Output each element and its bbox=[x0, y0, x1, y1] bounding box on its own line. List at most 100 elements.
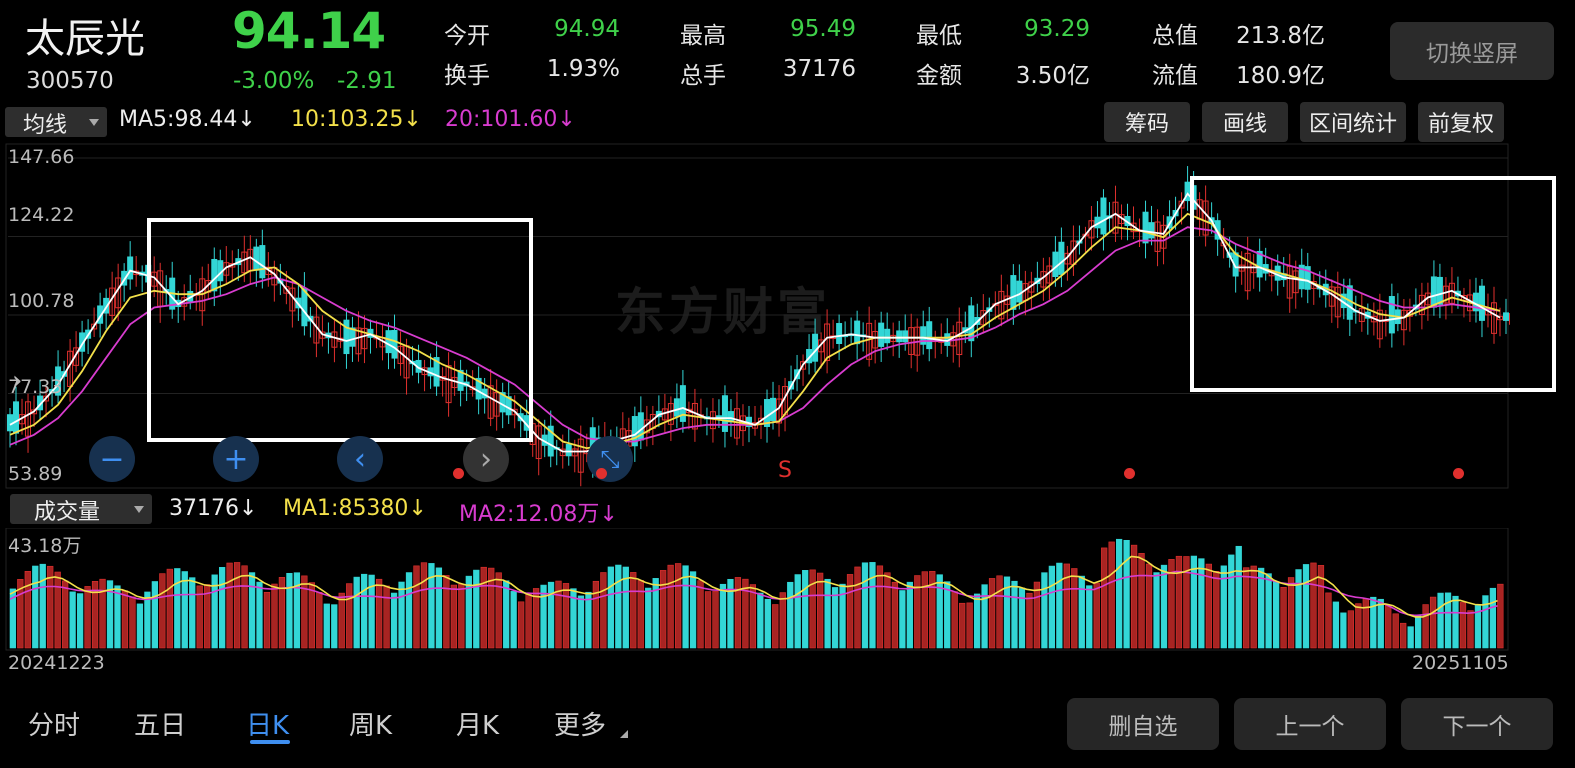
volume-bar bbox=[174, 568, 181, 649]
volume-bar bbox=[91, 580, 99, 649]
candle-body bbox=[361, 327, 368, 350]
tab-more[interactable]: 更多 bbox=[554, 711, 607, 741]
candle-body bbox=[1376, 309, 1383, 340]
candle-body bbox=[1400, 309, 1407, 331]
volume-bar bbox=[951, 591, 958, 649]
volume-bar bbox=[458, 584, 465, 649]
volume-bar bbox=[630, 572, 637, 649]
volume-bar bbox=[9, 588, 16, 649]
volume-bar bbox=[226, 562, 233, 649]
range-stats-button[interactable]: 区间统计 bbox=[1300, 102, 1406, 142]
volume-bar bbox=[809, 569, 816, 649]
volume-bar bbox=[1093, 582, 1100, 649]
zoom-out-button[interactable]: − bbox=[89, 436, 135, 482]
chips-button[interactable]: 筹码 bbox=[1104, 102, 1190, 142]
volume-bar bbox=[936, 574, 943, 649]
volume-bar bbox=[697, 580, 704, 649]
volume-bar bbox=[794, 574, 801, 649]
volume-indicator-select[interactable]: 成交量 bbox=[10, 494, 152, 525]
kline-svg[interactable] bbox=[0, 142, 1522, 492]
volume-bar bbox=[1220, 565, 1227, 649]
y-label-2: 124.22 bbox=[8, 204, 75, 226]
move-right-button[interactable]: › bbox=[463, 436, 509, 482]
volume-bar bbox=[106, 580, 114, 649]
candle-body bbox=[908, 327, 915, 355]
volume-bar bbox=[1071, 568, 1078, 649]
candle-body bbox=[355, 327, 362, 355]
volume-bar bbox=[1452, 595, 1459, 649]
expand-left-icon[interactable]: › bbox=[12, 366, 23, 396]
volume-bar bbox=[338, 592, 345, 649]
volume-bar bbox=[607, 566, 614, 649]
candle-body bbox=[836, 323, 843, 345]
volume-bar bbox=[301, 575, 308, 649]
volume-bar bbox=[787, 581, 794, 649]
volume-bar bbox=[1429, 596, 1437, 649]
fit-view-button[interactable]: ⤡ bbox=[587, 436, 633, 482]
candle-body bbox=[487, 385, 494, 419]
volume-bar bbox=[547, 581, 555, 649]
candle-body bbox=[920, 326, 927, 345]
y-label-max: 147.66 bbox=[8, 146, 75, 168]
candle-body bbox=[103, 297, 110, 314]
volume-chart[interactable] bbox=[0, 527, 1510, 652]
stock-name: 太辰光 bbox=[25, 16, 145, 62]
tab-weekly-k[interactable]: 周K bbox=[349, 711, 393, 741]
volume-bar bbox=[1048, 565, 1056, 649]
volume-bar bbox=[39, 563, 46, 649]
volume-bar bbox=[17, 579, 24, 649]
y-label-4: 77.33 bbox=[8, 376, 63, 398]
volume-bar bbox=[473, 569, 480, 649]
tab-intraday[interactable]: 分时 bbox=[28, 711, 81, 741]
tab-five-day[interactable]: 五日 bbox=[134, 711, 187, 741]
candle-body bbox=[73, 347, 80, 366]
candle-body bbox=[475, 377, 482, 400]
volume-bar bbox=[1078, 575, 1085, 649]
volume-bar bbox=[151, 581, 158, 649]
candle-body bbox=[1052, 251, 1059, 277]
candle-body bbox=[391, 329, 398, 359]
candle-body bbox=[866, 322, 873, 360]
volume-bar bbox=[353, 576, 360, 649]
volume-bar bbox=[1198, 558, 1205, 649]
volume-bar bbox=[689, 571, 697, 649]
candle-body bbox=[1256, 250, 1263, 278]
draw-line-button[interactable]: 画线 bbox=[1202, 102, 1288, 142]
tab-daily-k[interactable]: 日K bbox=[246, 711, 290, 741]
volume-bar bbox=[1407, 626, 1414, 649]
next-stock-button[interactable]: 下一个 bbox=[1401, 698, 1553, 750]
move-left-button[interactable]: ‹ bbox=[337, 436, 383, 482]
volume-bar bbox=[1340, 612, 1347, 649]
ma-indicator-select[interactable]: 均线 bbox=[5, 107, 107, 138]
volume-bar bbox=[831, 587, 839, 649]
volume-bar bbox=[76, 593, 84, 649]
y-label-3: 100.78 bbox=[8, 290, 75, 312]
candle-body bbox=[631, 416, 638, 447]
zoom-in-button[interactable]: + bbox=[213, 436, 259, 482]
kline-chart[interactable] bbox=[0, 142, 1522, 492]
switch-orientation-button[interactable]: 切换竖屏 bbox=[1390, 22, 1554, 80]
volume-ma1: MA1:85380↓ bbox=[283, 496, 427, 521]
quote-value: 180.9亿 bbox=[1236, 63, 1325, 89]
volume-bar bbox=[1347, 610, 1355, 649]
volume-bar bbox=[32, 565, 39, 649]
volume-bar bbox=[488, 567, 495, 649]
volume-bar bbox=[189, 577, 196, 649]
tab-monthly-k[interactable]: 月K bbox=[456, 711, 500, 741]
quote-label: 今开 bbox=[444, 23, 490, 49]
previous-stock-button[interactable]: 上一个 bbox=[1234, 698, 1386, 750]
volume-bar bbox=[1489, 587, 1497, 649]
volume-bar bbox=[600, 572, 607, 649]
volume-bar bbox=[719, 583, 727, 649]
forward-adjust-button[interactable]: 前复权 bbox=[1418, 102, 1504, 142]
volume-bar bbox=[525, 594, 532, 649]
volume-svg[interactable] bbox=[0, 527, 1510, 652]
volume-bar bbox=[54, 571, 61, 649]
candle-body bbox=[1112, 201, 1119, 234]
volume-bar bbox=[816, 572, 824, 649]
volume-bar bbox=[1130, 544, 1138, 649]
remove-watchlist-button[interactable]: 删自选 bbox=[1067, 698, 1219, 750]
candle-body bbox=[902, 330, 909, 343]
quote-label: 流值 bbox=[1152, 63, 1198, 89]
volume-bar bbox=[577, 595, 585, 649]
